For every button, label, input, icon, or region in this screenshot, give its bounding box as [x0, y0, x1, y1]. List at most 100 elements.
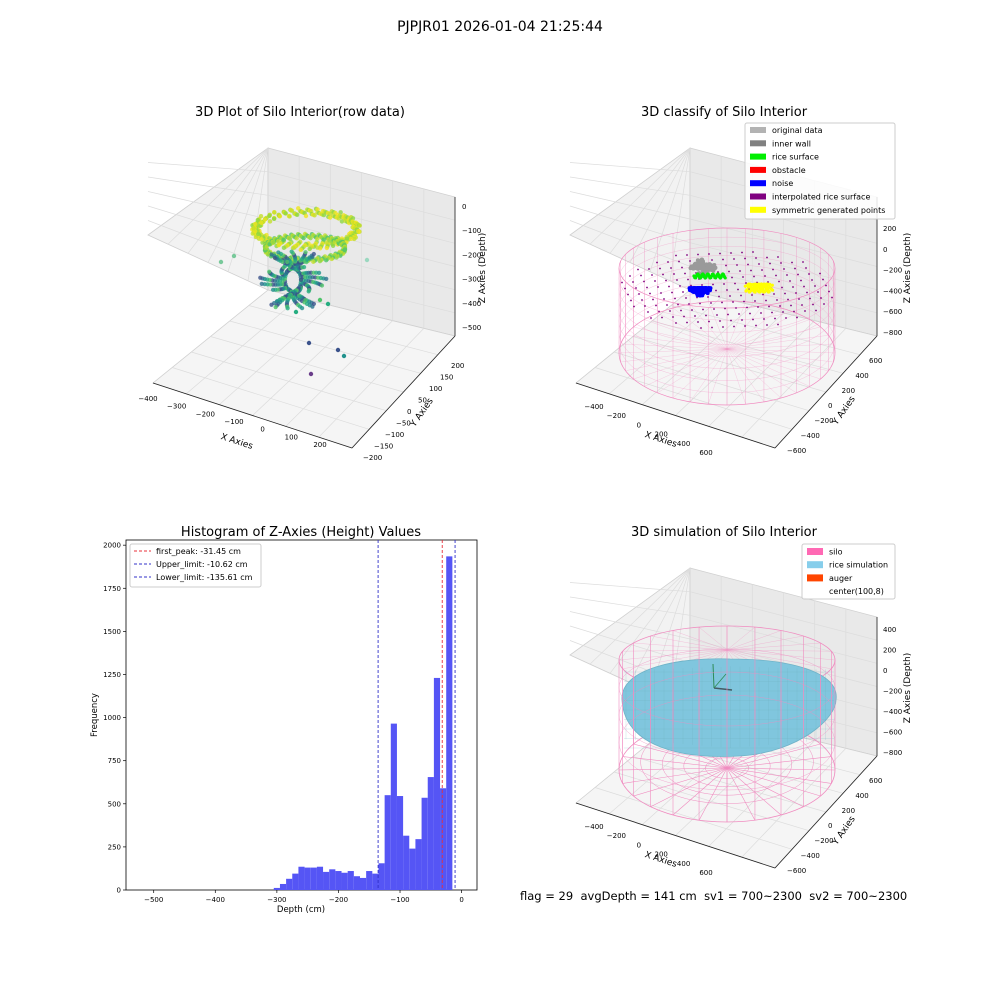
symmetric-dot: [759, 284, 763, 288]
histogram-bar: [273, 887, 280, 890]
interpolated-dot: [635, 287, 637, 289]
rice-surface-shape: [621, 658, 837, 757]
footer-sv1: sv1 = 700~2300: [704, 889, 802, 903]
silo-floor-spoke: [672, 767, 728, 816]
interpolated-dot: [762, 293, 764, 296]
panel1-title: 3D Plot of Silo Interior(row data): [195, 105, 405, 120]
interpolated-dot: [651, 274, 653, 276]
interpolated-dot: [678, 260, 680, 263]
panel1-zlabel: Z Axies (Depth): [478, 233, 488, 304]
interpolated-dot: [682, 291, 684, 293]
silo-floor-spoke: [672, 348, 728, 399]
outlier-dot: [317, 297, 323, 303]
interpolated-dot: [670, 267, 672, 269]
interpolated-dot: [654, 280, 656, 282]
panel4-z-tick: −800: [883, 749, 902, 757]
symmetric-dot: [767, 289, 771, 293]
silo-roof-spoke: [726, 635, 804, 651]
interpolated-dot: [737, 288, 739, 291]
y-tick-label: 1500: [103, 628, 121, 636]
point-cloud-dot: [342, 247, 348, 252]
point-cloud-dot: [256, 231, 261, 237]
panel1-point-cloud: [218, 206, 370, 377]
outlier-dot: [341, 353, 347, 359]
y-tick-label: 2000: [103, 542, 121, 550]
panel1-y-tick: −200: [363, 454, 382, 462]
histogram-y-ticks: 0 250 500 750 1000 1250 1500 1750 2000: [103, 542, 126, 895]
symmetric-dot: [754, 282, 758, 286]
interpolated-dot: [666, 304, 668, 306]
interpolated-dot: [730, 252, 732, 254]
panel1-z-tick: 0: [462, 203, 466, 211]
silo-floor-spoke: [726, 767, 821, 797]
footer-flag: flag = 29: [520, 889, 574, 903]
silo-floor-spoke: [644, 348, 728, 387]
legend-swatch: [750, 153, 766, 160]
interpolated-dot: [646, 286, 648, 289]
point-cloud-dot: [258, 275, 263, 280]
interpolated-dot: [686, 254, 688, 256]
figure-suptitle: PJPJR01 2026-01-04 21:25:44: [397, 19, 603, 35]
point-cloud-dot: [303, 250, 308, 255]
interpolated-dot: [744, 325, 746, 327]
panel1-x-tick: 0: [260, 426, 264, 434]
interpolated-dot: [649, 292, 651, 295]
panel4-z-tick: −400: [883, 708, 902, 716]
symmetric-dot: [770, 283, 774, 287]
panel1-z-tick: −200: [462, 251, 481, 259]
silo-ring: [618, 282, 836, 381]
silo-floor-spoke: [726, 312, 797, 350]
interpolated-dot: [764, 275, 766, 277]
symmetric-dot: [754, 285, 758, 289]
panel2-x-tick: −400: [584, 403, 603, 411]
interpolated-dot: [679, 285, 681, 287]
point-cloud-dot: [283, 211, 288, 216]
histogram-bar: [360, 877, 367, 890]
panel2-x-tick: 200: [655, 431, 668, 439]
interpolated-dot: [719, 320, 721, 322]
grid-line: [569, 176, 691, 196]
histogram-bar: [286, 878, 293, 890]
interpolated-dot: [782, 311, 784, 313]
point-cloud-dot: [300, 305, 305, 311]
silo-floor-spoke: [726, 307, 782, 350]
interpolated-dot: [787, 298, 789, 301]
interpolated-dot: [697, 321, 699, 323]
panel4-ylabel: Y Axies: [830, 814, 858, 847]
interpolated-dot: [675, 254, 677, 257]
outlier-dot: [308, 371, 314, 377]
panel4-z-tick: −200: [883, 688, 902, 696]
legend-swatch: [807, 548, 823, 555]
panel1-tick-labels: −400−300−200−1000100200−200−150−100−5005…: [138, 203, 481, 462]
silo-floor-spoke: [650, 767, 728, 808]
histogram-bar: [341, 872, 348, 890]
interpolated-dot: [705, 314, 707, 317]
point-cloud-dot: [253, 234, 259, 240]
histogram-ylabel: Frequency: [90, 693, 100, 737]
histogram-bars: [273, 556, 453, 890]
interpolated-dot: [794, 267, 796, 270]
interpolated-dot: [660, 292, 662, 294]
point-cloud-dot: [258, 213, 264, 219]
silo-floor-spoke: [708, 301, 728, 350]
symmetric-dot: [748, 289, 752, 293]
panel2-z-tick: −400: [883, 287, 902, 295]
silo-floor-spoke: [726, 301, 746, 350]
point-cloud-dot: [311, 301, 317, 306]
legend-label: silo: [829, 548, 843, 557]
silo-floor-spoke: [726, 335, 829, 350]
panel4-z-tick: 0: [883, 667, 887, 675]
symmetric-dot: [745, 288, 749, 292]
interpolated-dot: [633, 305, 635, 308]
legend-label: auger: [829, 574, 853, 583]
interpolated-dot: [778, 280, 780, 283]
symmetric-dot: [771, 288, 775, 292]
grid-line: [569, 191, 691, 220]
legend-label: interpolated rice surface: [772, 193, 870, 202]
grid-line: [629, 567, 691, 683]
interpolated-dot: [801, 304, 803, 306]
x-axis-line: [152, 382, 353, 449]
interpolated-dot: [777, 256, 779, 258]
grid-line: [318, 328, 425, 438]
interpolated-dot: [808, 273, 810, 275]
